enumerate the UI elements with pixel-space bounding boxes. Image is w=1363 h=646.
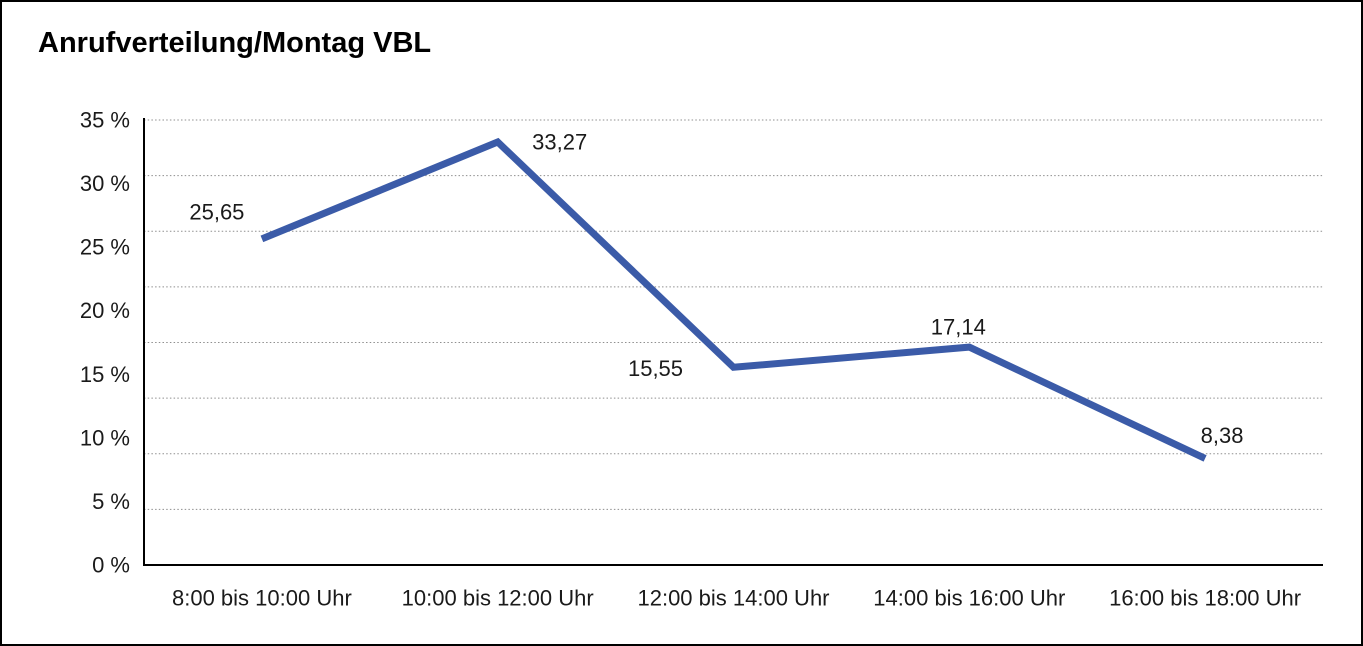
y-axis-tick-label: 35 % (80, 108, 130, 133)
y-axis-tick-label: 0 % (92, 553, 130, 578)
y-axis-tick-label: 10 % (80, 425, 130, 450)
x-axis-category-label: 8:00 bis 10:00 Uhr (172, 586, 352, 611)
x-axis-category-label: 14:00 bis 16:00 Uhr (873, 586, 1065, 611)
y-axis-tick-label: 30 % (80, 171, 130, 196)
y-axis-tick-label: 20 % (80, 298, 130, 323)
y-axis-tick-label: 5 % (92, 489, 130, 514)
data-point-label: 17,14 (931, 315, 986, 340)
data-series-line (260, 137, 1207, 462)
chart-title: Anrufverteilung/Montag VBL (38, 27, 432, 59)
x-axis-category-label: 10:00 bis 12:00 Uhr (402, 586, 594, 611)
x-axis-category-label: 12:00 bis 14:00 Uhr (637, 586, 829, 611)
y-axis-tick-label: 25 % (80, 235, 130, 260)
x-axis-category-label: 16:00 bis 18:00 Uhr (1109, 586, 1301, 611)
data-point-label: 15,55 (628, 356, 683, 381)
data-point-label: 33,27 (532, 129, 587, 154)
data-point-label: 8,38 (1201, 423, 1244, 448)
y-axis-tick-label: 15 % (80, 362, 130, 387)
data-point-label: 25,65 (189, 199, 244, 224)
